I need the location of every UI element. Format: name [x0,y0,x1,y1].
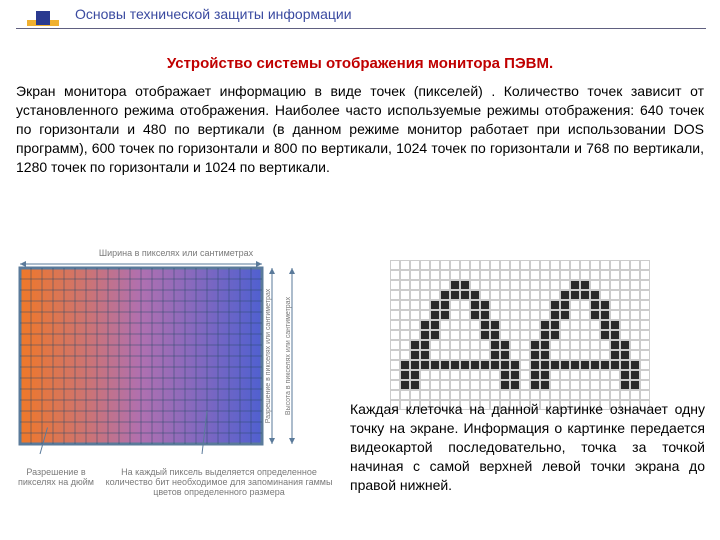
bitmap-grid-icon [390,260,650,410]
page-title: Устройство системы отображения монитора … [0,55,720,72]
paragraph-1: Экран монитора отображает информацию в в… [16,82,704,176]
grid-caption-bottom-right: На каждый пиксель выделяется определенно… [102,467,336,497]
header-subject: Основы технической защиты информации [75,6,352,22]
bitmap-letters-figure [390,260,650,410]
gradient-grid-icon: Разрешение в пикселях или сантиметрах Выс… [16,260,308,458]
paragraph-2: Каждая клеточка на данной картинке означ… [350,400,705,494]
grid-caption-bottom-left: Разрешение в пикселях на дюйм [16,467,96,497]
grid-caption-top: Ширина в пикселях или сантиметрах [16,248,336,258]
header-divider [16,28,706,29]
svg-text:Высота в пикселях или сантимет: Высота в пикселях или сантиметрах [285,296,292,415]
header-logo-icon [25,8,61,38]
svg-text:Разрешение в пикселях или сант: Разрешение в пикселях или сантиметрах [265,288,272,423]
gradient-grid-figure: Ширина в пикселях или сантиметрах Разреш… [16,248,336,497]
